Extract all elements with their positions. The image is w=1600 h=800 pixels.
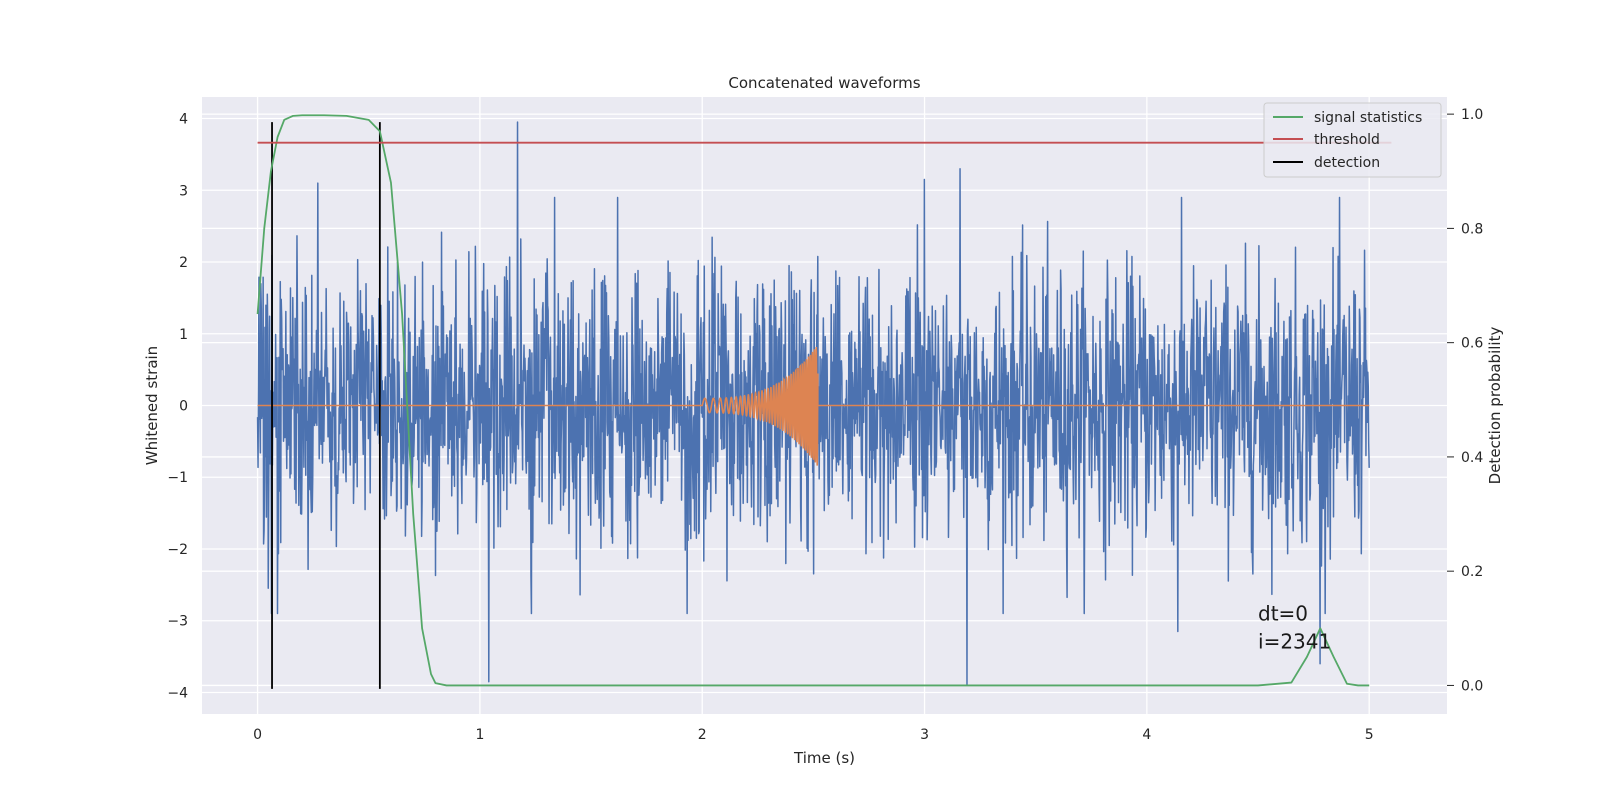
y2-tick-label: 0.8: [1461, 221, 1483, 237]
y-tick-label: −1: [167, 470, 188, 486]
series-line-signal-statistics: [256, 114, 1370, 687]
x-tick-label: 1: [475, 727, 484, 743]
y-tick-label: 1: [179, 327, 188, 343]
annotation: dt=0 i=2341: [1258, 602, 1331, 654]
y-tick-label: −2: [167, 542, 188, 558]
y-axis-label: Whitened strain: [143, 346, 161, 465]
y2-tick-label: 0.6: [1461, 336, 1483, 352]
x-tick-label: 5: [1365, 727, 1374, 743]
x-tick-label: 2: [698, 727, 707, 743]
y2-tick-label: 0.2: [1461, 564, 1483, 580]
x-axis-label: Time (s): [793, 749, 855, 767]
legend-label-threshold: threshold: [1314, 132, 1380, 148]
series-line-chirp: [257, 347, 1370, 466]
y2-axis-label: Detection probability: [1486, 327, 1504, 485]
series-line-noise: [256, 121, 1370, 687]
annotation-line-index: i=2341: [1258, 630, 1331, 654]
annotation-line-dt: dt=0: [1258, 602, 1308, 626]
legend-label-detection: detection: [1314, 155, 1380, 171]
y-tick-label: −3: [167, 614, 188, 630]
x-tick-label: 3: [920, 727, 929, 743]
series-group: [256, 114, 1392, 689]
legend-box: [1263, 102, 1442, 178]
y2-tick-label: 1.0: [1461, 107, 1483, 123]
y-tick-label: 4: [179, 112, 188, 128]
y-tick-label: 3: [179, 183, 188, 199]
legend: signal statistics threshold detection: [1263, 102, 1442, 178]
y2-tick-label: 0.4: [1461, 450, 1483, 466]
x-tick-label: 0: [253, 727, 262, 743]
chart-title: Concatenated waveforms: [728, 74, 920, 92]
tick-labels: 0 1 2 3 4 5 −4 −3 −2 −1 0 1 2 3 4 0.0 0.2 0.4 0.6 0.8 1.0: [167, 107, 1483, 743]
y-tick-label: −4: [167, 685, 188, 701]
y-tick-label: 2: [179, 255, 188, 271]
y-tick-label: 0: [179, 399, 188, 415]
y2-tick-label: 0.0: [1461, 678, 1483, 694]
x-tick-label: 4: [1142, 727, 1151, 743]
legend-label-signal-statistics: signal statistics: [1314, 110, 1422, 126]
